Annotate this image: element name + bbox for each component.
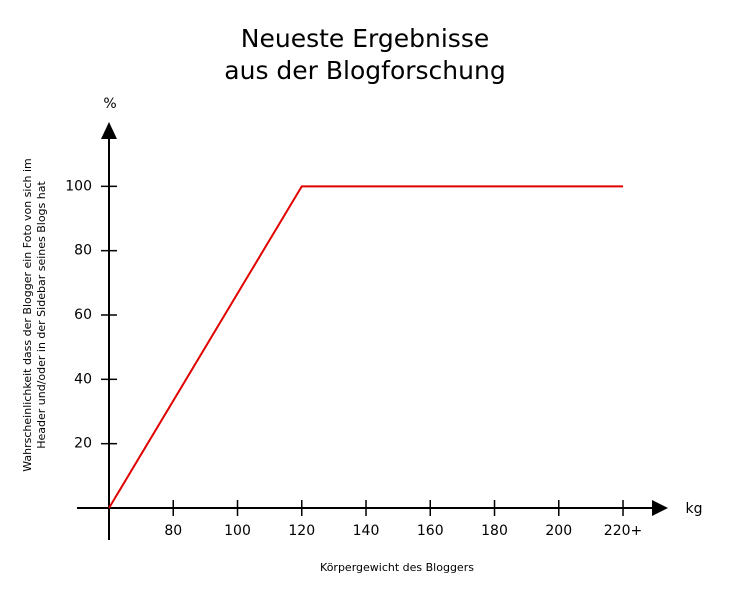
x-axis-arrow [652, 500, 668, 516]
x-tick-label: 160 [417, 523, 444, 539]
x-unit: kg [686, 501, 703, 517]
x-tick-label: 220+ [604, 523, 642, 539]
y-unit: % [103, 96, 116, 112]
y-tick-label: 40 [74, 371, 92, 387]
y-tick-label: 100 [65, 178, 92, 194]
x-tick-label: 120 [288, 523, 315, 539]
y-axis-label: Wahrscheinlichkeit dass der Blogger ein … [21, 158, 34, 472]
data-line [108, 185, 624, 509]
x-tick-label: 100 [224, 523, 251, 539]
x-tick-label: 180 [481, 523, 508, 539]
y-axis-label: Header und/oder in der Sidebar seines Bl… [35, 181, 48, 449]
x-tick-label: 80 [164, 523, 182, 539]
y-axis-arrow [101, 122, 117, 139]
chart-title: aus der Blogforschung [224, 56, 505, 85]
x-tick-label: 140 [353, 523, 380, 539]
y-tick-label: 80 [74, 243, 92, 259]
y-tick-label: 60 [74, 307, 92, 323]
chart-title: Neueste Ergebnisse [241, 24, 489, 53]
x-axis-label: Körpergewicht des Bloggers [320, 561, 474, 574]
x-tick-label: 200 [545, 523, 572, 539]
y-tick-label: 20 [74, 436, 92, 452]
